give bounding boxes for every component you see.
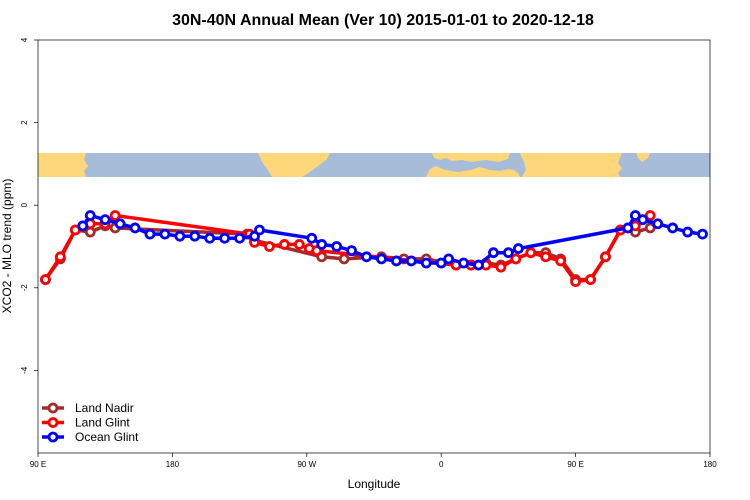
map-land-africa <box>426 166 520 177</box>
y-axis-label: XCO2 - MLO trend (ppm) <box>0 179 14 314</box>
data-point-land-glint <box>495 261 507 273</box>
data-point-ocean-glint <box>346 245 358 257</box>
map-land-asia <box>520 153 622 177</box>
y-tick-label: 4 <box>20 37 29 42</box>
data-point-land-nadir <box>338 253 350 265</box>
x-axis-label: Longitude <box>348 477 401 491</box>
data-point-land-glint <box>109 210 121 221</box>
legend-label: Ocean Glint <box>75 430 139 444</box>
data-point-land-glint <box>278 239 290 250</box>
data-point-ocean-glint <box>174 230 186 242</box>
legend-label: Land Nadir <box>75 401 134 415</box>
x-tick-label: 90 W <box>297 460 316 469</box>
data-point-ocean-glint <box>376 253 387 265</box>
data-point-ocean-glint <box>512 243 524 254</box>
legend-label: Land Glint <box>75 416 130 430</box>
data-point-ocean-glint <box>99 214 111 226</box>
data-point-ocean-glint <box>159 228 171 240</box>
x-axis: 90 E 180 90 W 0 90 E 180 <box>30 453 717 469</box>
data-point-ocean-glint <box>129 222 141 234</box>
legend-marker <box>47 431 59 443</box>
series-layer <box>40 210 708 288</box>
data-point-land-glint <box>293 239 305 250</box>
data-point-land-glint <box>585 274 596 285</box>
data-point-ocean-glint <box>361 251 372 263</box>
data-point-ocean-glint <box>254 224 265 236</box>
x-tick-label: 0 <box>439 460 444 469</box>
legend-item-land-glint: Land Glint <box>42 416 130 430</box>
x-tick-label: 180 <box>166 460 180 469</box>
data-point-ocean-glint <box>502 247 514 259</box>
map-land-europe <box>432 153 510 162</box>
data-point-ocean-glint <box>114 218 126 230</box>
data-point-ocean-glint <box>682 226 693 238</box>
plot-frame <box>37 39 711 454</box>
legend-item-land-nadir: Land Nadir <box>42 401 134 415</box>
data-point-ocean-glint <box>306 232 318 244</box>
data-point-ocean-glint <box>144 228 156 240</box>
x-tick-label: 180 <box>703 460 717 469</box>
data-point-land-glint <box>525 247 537 259</box>
data-point-land-glint <box>40 274 51 285</box>
data-point-ocean-glint <box>234 232 246 244</box>
x-tick-label: 90 E <box>567 460 583 469</box>
data-point-land-glint <box>570 276 581 288</box>
map-land-north-america <box>258 153 330 177</box>
map-land-asia-east-tip <box>636 153 650 162</box>
legend-item-ocean-glint: Ocean Glint <box>42 430 139 444</box>
y-tick-label: -2 <box>20 284 29 292</box>
world-map-strip <box>38 153 710 177</box>
data-point-land-glint <box>555 255 567 267</box>
y-tick-label: 0 <box>20 202 29 207</box>
data-point-land-glint <box>264 241 275 252</box>
data-point-ocean-glint <box>219 232 231 244</box>
data-point-land-glint <box>600 251 611 263</box>
data-point-land-nadir <box>84 226 96 238</box>
data-point-ocean-glint <box>443 253 455 265</box>
y-tick-label: -4 <box>20 366 29 374</box>
y-tick-label: 2 <box>20 120 29 125</box>
data-point-ocean-glint <box>405 255 417 267</box>
data-point-ocean-glint <box>77 220 89 232</box>
data-point-ocean-glint <box>84 210 96 221</box>
data-point-land-glint <box>540 251 552 263</box>
chart-title: 30N-40N Annual Mean (Ver 10) 2015-01-01 … <box>172 12 594 29</box>
data-point-ocean-glint <box>622 222 634 234</box>
data-point-ocean-glint <box>316 239 328 250</box>
data-point-ocean-glint <box>697 228 708 240</box>
map-land-asia-west <box>38 153 88 177</box>
data-point-ocean-glint <box>637 214 649 226</box>
data-point-ocean-glint <box>458 257 470 269</box>
x-tick-label: 90 E <box>30 460 46 469</box>
data-point-ocean-glint <box>390 255 402 267</box>
data-point-ocean-glint <box>652 218 664 230</box>
data-point-ocean-glint <box>488 247 499 259</box>
legend-marker <box>47 417 59 428</box>
data-point-land-glint <box>55 251 66 263</box>
data-point-ocean-glint <box>189 230 201 242</box>
data-point-ocean-glint <box>204 232 216 244</box>
data-point-ocean-glint <box>667 222 679 234</box>
data-point-ocean-glint <box>473 259 484 271</box>
y-axis: 4 2 0 -2 -4 <box>20 37 38 374</box>
data-point-ocean-glint <box>420 257 432 269</box>
legend-marker <box>47 402 59 414</box>
data-point-land-glint <box>510 253 522 265</box>
series-ocean-glint <box>77 210 708 271</box>
data-point-ocean-glint <box>331 241 343 252</box>
